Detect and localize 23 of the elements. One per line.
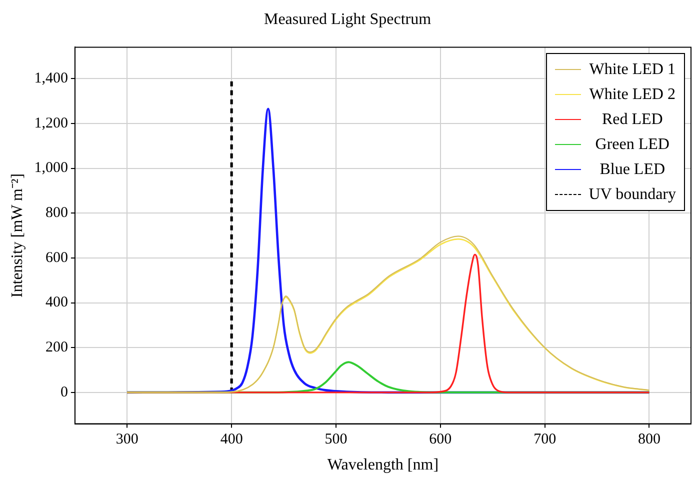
- x-tick-label: 400: [220, 432, 243, 448]
- y-tick-label: 400: [45, 294, 68, 311]
- x-tick-label: 700: [534, 432, 556, 448]
- y-tick-label: 600: [45, 250, 68, 266]
- chart-title: Measured Light Spectrum: [264, 10, 432, 28]
- x-tick-label: 500: [324, 432, 348, 448]
- y-tick-label: 0: [60, 384, 68, 400]
- legend-label: Green LED: [594, 135, 670, 156]
- y-tick-label: 1,400: [34, 70, 68, 87]
- y-tick-label: 200: [45, 340, 68, 356]
- y-tick-label: 800: [45, 205, 68, 222]
- legend-label: White LED 1: [588, 60, 676, 80]
- y-axis-title: Intensity [mW m⁻²]: [8, 173, 26, 298]
- x-axis-title: Wavelength [nm]: [327, 456, 439, 474]
- y-tick-label: 1,200: [34, 115, 68, 132]
- x-tick-label: 600: [429, 432, 452, 448]
- legend-label: White LED 2: [588, 85, 676, 106]
- legend-label: Blue LED: [598, 160, 666, 180]
- legend-label: Red LED: [600, 110, 664, 130]
- x-tick-label: 300: [116, 432, 138, 448]
- legend-label: UV boundary: [588, 185, 676, 206]
- y-tick-label: 1,000: [34, 160, 68, 176]
- x-tick-label: 800: [638, 432, 660, 448]
